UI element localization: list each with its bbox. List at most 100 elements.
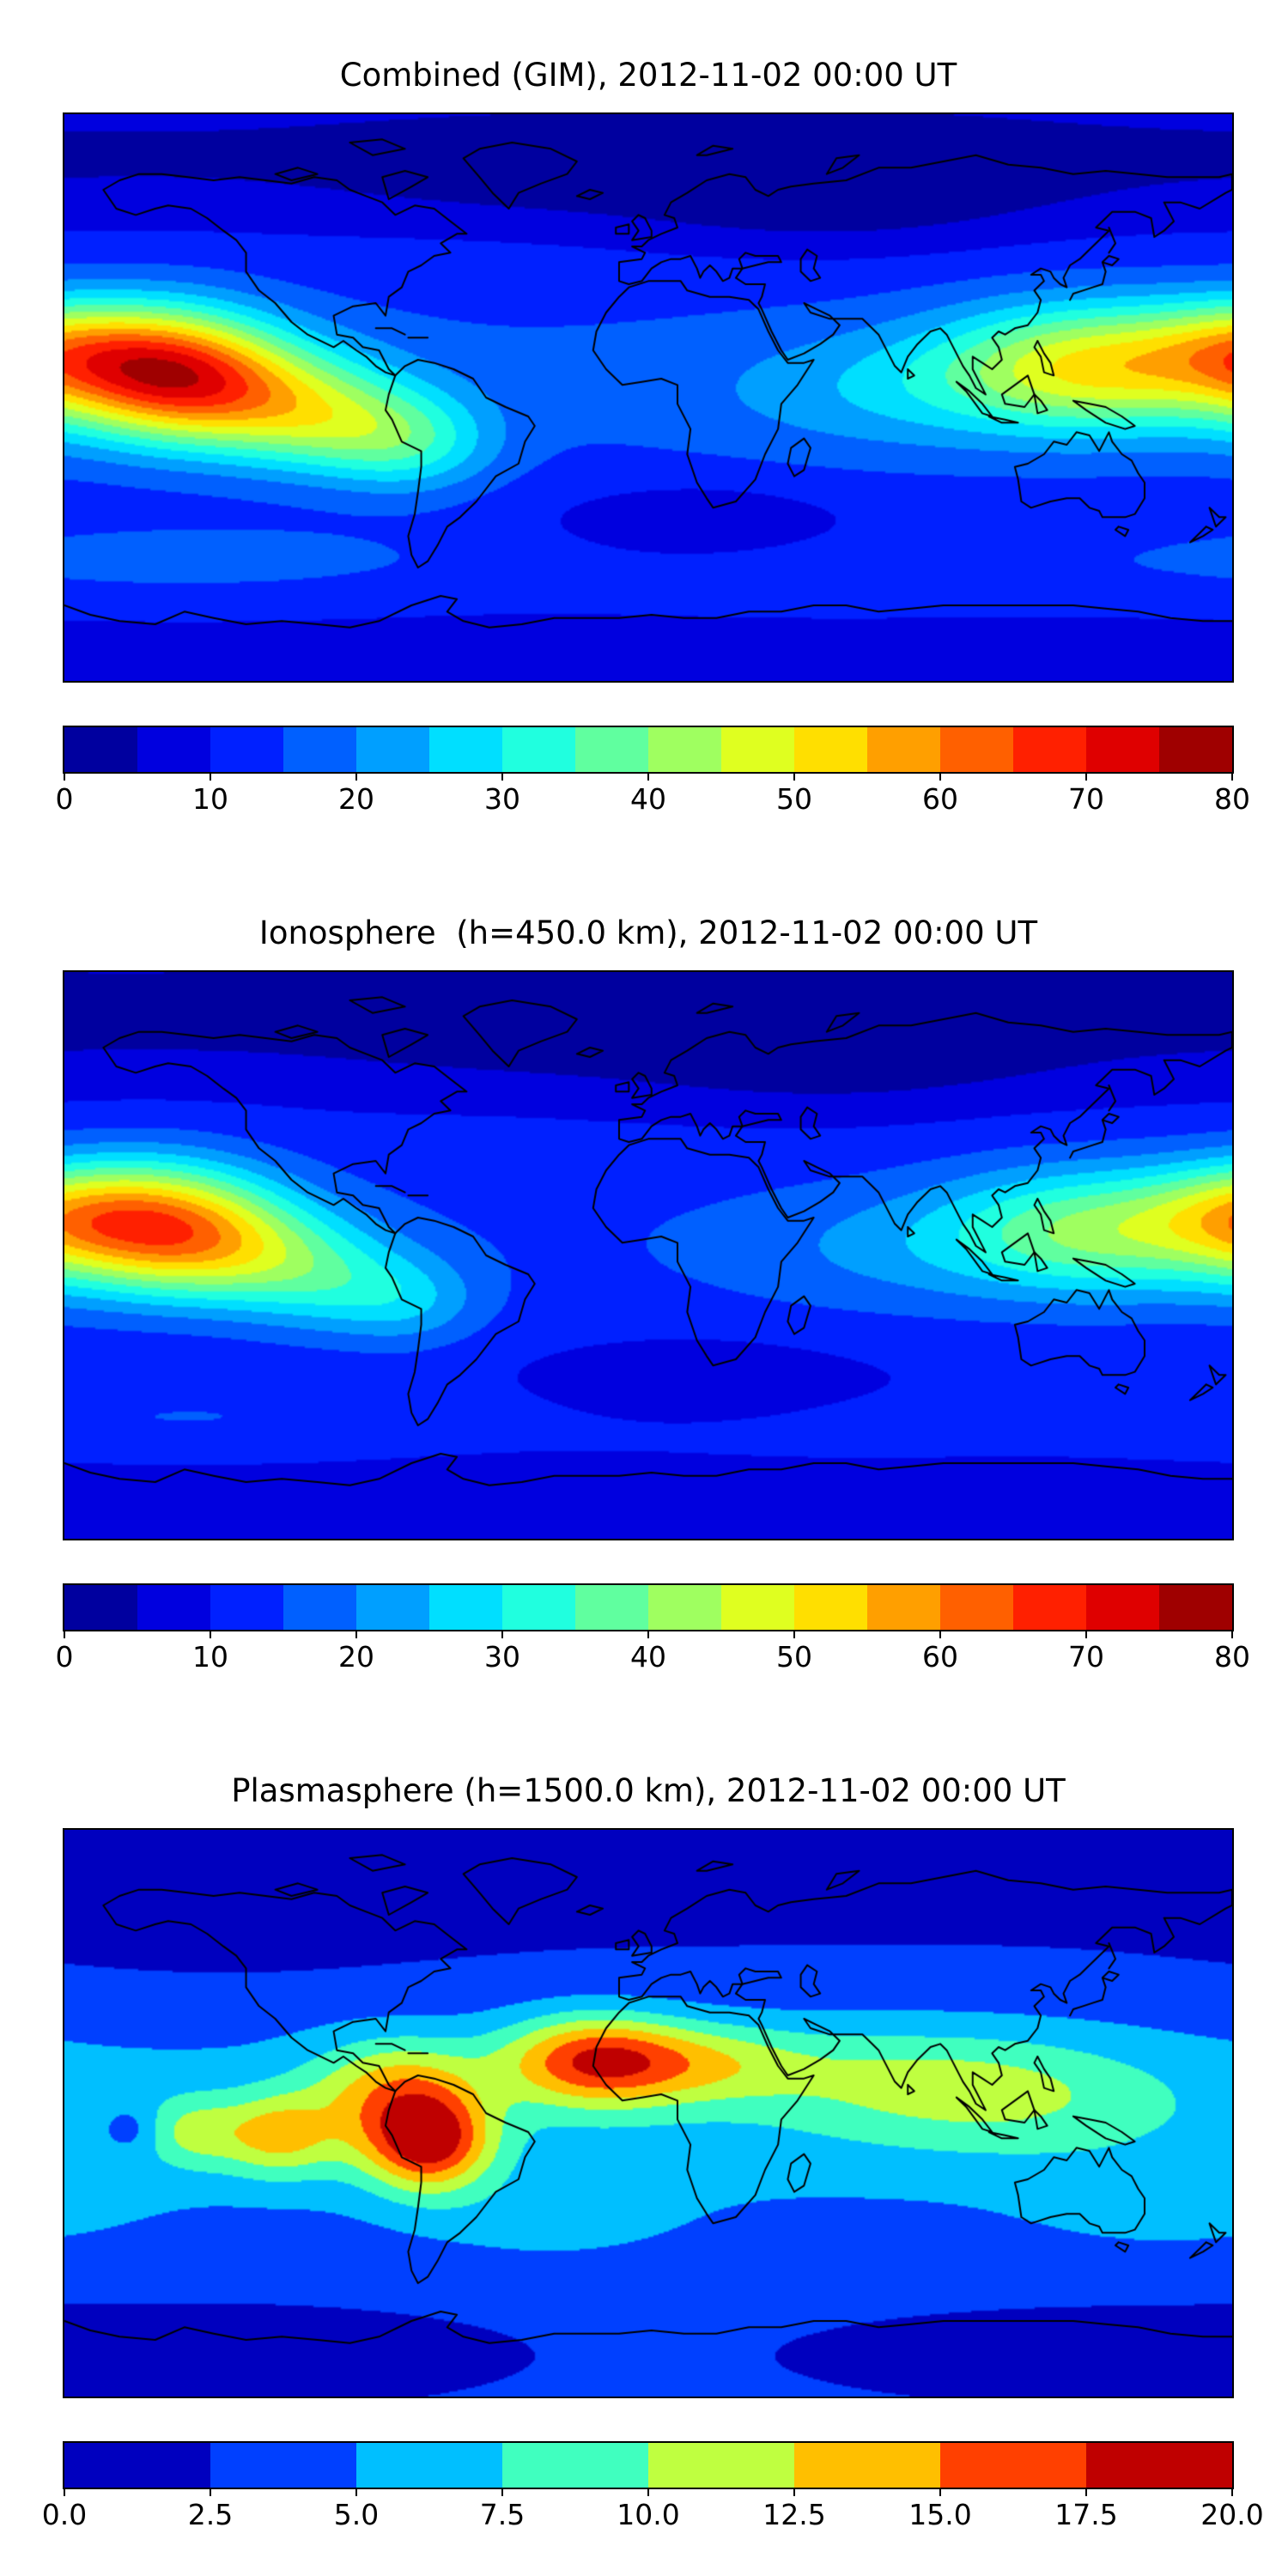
colorbar-tick: [64, 774, 65, 781]
colorbar-segment: [794, 1585, 867, 1630]
colorbar-segment: [1013, 1585, 1086, 1630]
colorbar-segment: [356, 2443, 502, 2488]
colorbar-tick: [210, 1631, 211, 1638]
colorbar-tick: [1085, 774, 1087, 781]
colorbar-tick-label: 80: [1214, 782, 1250, 816]
colorbar-tick-label: 0: [55, 782, 74, 816]
colorbar-segment: [648, 2443, 794, 2488]
colorbar-tick-label: 17.5: [1054, 2498, 1118, 2531]
colorbar-segment: [794, 2443, 940, 2488]
colorbar-wrap-plasmasphere: 0.0 2.5 5.0 7.5 10.0 12.5 15.0 17.5 20.0: [42, 2441, 1264, 2532]
colorbar-tick: [210, 2489, 211, 2496]
colorbar-tick: [210, 774, 211, 781]
map-canvas-combined: [64, 114, 1232, 681]
colorbar-segment: [137, 727, 210, 772]
colorbar-tick: [501, 1631, 503, 1638]
colorbar-segment: [1159, 727, 1232, 772]
colorbar-tick: [501, 774, 503, 781]
colorbar-tick-label: 7.5: [479, 2498, 526, 2531]
colorbar-segment: [575, 727, 648, 772]
colorbar-tick: [793, 2489, 795, 2496]
colorbar-tick: [647, 1631, 649, 1638]
colorbar-segment: [283, 727, 356, 772]
colorbar-segment: [648, 727, 721, 772]
colorbar-segment: [429, 727, 502, 772]
colorbar-tick-label: 15.0: [908, 2498, 972, 2531]
map-plasmasphere: [63, 1828, 1234, 2398]
colorbar-tick-label: 5.0: [333, 2498, 380, 2531]
colorbar-ticks-ionosphere: 0 10 20 30 40 50 60 70 80: [56, 1631, 1250, 1674]
colorbar-segment: [1159, 1585, 1232, 1630]
colorbar-segment: [1086, 2443, 1232, 2488]
colorbar-tick-label: 12.5: [762, 2498, 826, 2531]
colorbar-segment: [64, 727, 137, 772]
colorbar-tick: [793, 1631, 795, 1638]
colorbar-segment: [794, 727, 867, 772]
colorbar-tick: [1231, 774, 1233, 781]
colorbar-segment: [867, 1585, 940, 1630]
colorbar-segment: [356, 1585, 429, 1630]
colorbar-segment: [64, 1585, 137, 1630]
colorbar-tick-label: 30: [484, 1640, 520, 1674]
panel-title-combined: Combined (GIM), 2012-11-02 00:00 UT: [339, 57, 957, 94]
colorbar-tick: [355, 1631, 357, 1638]
colorbar-tick-label: 40: [630, 782, 666, 816]
colorbar-tick: [939, 2489, 941, 2496]
colorbar-tick: [647, 2489, 649, 2496]
colorbar-segment: [429, 1585, 502, 1630]
colorbar-segment: [210, 2443, 356, 2488]
panel-combined: Combined (GIM), 2012-11-02 00:00 UT 0 10 2…: [56, 55, 1251, 817]
colorbar-tick-label: 70: [1068, 782, 1104, 816]
colorbar-segment: [502, 1585, 575, 1630]
panel-ionosphere: Ionosphere (h=450.0 km), 2012-11-02 00:0…: [56, 913, 1251, 1674]
colorbar-segment: [721, 727, 794, 772]
colorbar-tick-label: 0: [55, 1640, 74, 1674]
colorbar-segment: [502, 2443, 648, 2488]
colorbar-tick: [793, 774, 795, 781]
colorbar-tick-label: 20: [338, 1640, 374, 1674]
colorbar-plasmasphere: [63, 2441, 1234, 2489]
colorbar-tick: [501, 2489, 503, 2496]
panel-title-plasmasphere: Plasmasphere (h=1500.0 km), 2012-11-02 0…: [231, 1772, 1066, 1809]
panel-plasmasphere: Plasmasphere (h=1500.0 km), 2012-11-02 0…: [42, 1771, 1264, 2532]
colorbar-tick-label: 70: [1068, 1640, 1104, 1674]
colorbar-ticks-plasmasphere: 0.0 2.5 5.0 7.5 10.0 12.5 15.0 17.5 20.0: [42, 2489, 1264, 2532]
map-canvas-plasmasphere: [64, 1830, 1232, 2397]
colorbar-segment: [940, 1585, 1013, 1630]
colorbar-tick: [1085, 1631, 1087, 1638]
colorbar-tick: [355, 2489, 357, 2496]
colorbar-tick-label: 0.0: [41, 2498, 88, 2531]
colorbar-tick-label: 10: [192, 782, 228, 816]
colorbar-segment: [210, 727, 283, 772]
colorbar-combined: [63, 726, 1234, 774]
colorbar-tick: [355, 774, 357, 781]
colorbar-segment: [210, 1585, 283, 1630]
colorbar-tick-label: 80: [1214, 1640, 1250, 1674]
colorbar-tick-label: 20: [338, 782, 374, 816]
colorbar-tick-label: 50: [776, 1640, 812, 1674]
colorbar-tick: [64, 2489, 65, 2496]
colorbar-segment: [940, 2443, 1086, 2488]
colorbar-segment: [64, 2443, 210, 2488]
colorbar-tick-label: 10.0: [617, 2498, 680, 2531]
colorbar-tick-label: 60: [922, 1640, 958, 1674]
colorbar-segment: [137, 1585, 210, 1630]
colorbar-tick: [1085, 2489, 1087, 2496]
colorbar-tick-label: 50: [776, 782, 812, 816]
colorbar-wrap-ionosphere: 0 10 20 30 40 50 60 70 80: [56, 1583, 1250, 1674]
colorbar-tick: [939, 774, 941, 781]
colorbar-segment: [1086, 727, 1159, 772]
colorbar-tick-label: 40: [630, 1640, 666, 1674]
colorbar-tick: [647, 774, 649, 781]
colorbar-tick-label: 10: [192, 1640, 228, 1674]
colorbar-tick: [939, 1631, 941, 1638]
colorbar-tick: [1231, 2489, 1233, 2496]
map-combined: [63, 112, 1234, 683]
colorbar-tick: [64, 1631, 65, 1638]
colorbar-wrap-combined: 0 10 20 30 40 50 60 70 80: [56, 726, 1250, 817]
colorbar-ticks-combined: 0 10 20 30 40 50 60 70 80: [56, 774, 1250, 817]
colorbar-segment: [1086, 1585, 1159, 1630]
colorbar-tick-label: 2.5: [187, 2498, 234, 2531]
colorbar-ionosphere: [63, 1583, 1234, 1631]
colorbar-segment: [721, 1585, 794, 1630]
